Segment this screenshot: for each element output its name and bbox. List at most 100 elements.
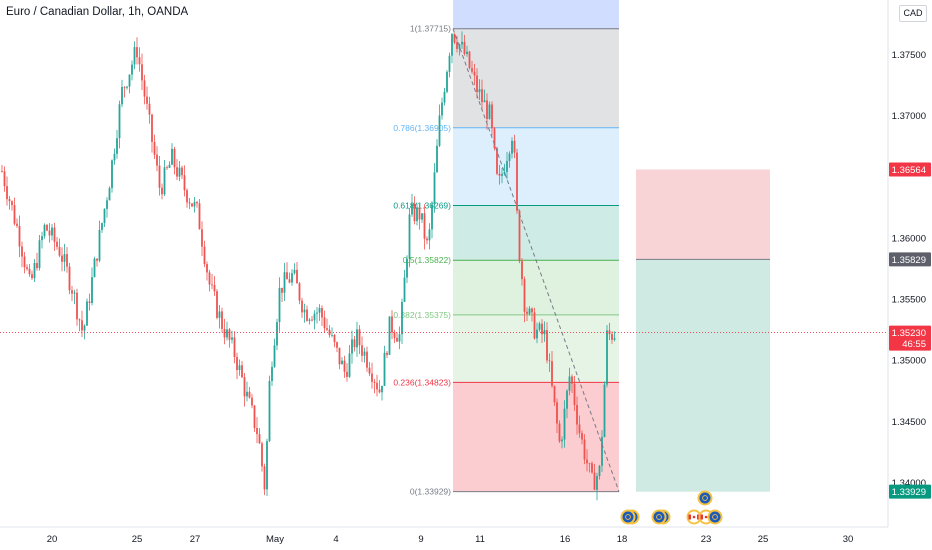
candle-body <box>601 436 603 466</box>
candle-body <box>581 433 583 440</box>
candle <box>208 269 211 292</box>
time-tick-label: 9 <box>418 534 423 545</box>
candle <box>106 197 108 218</box>
currency-label[interactable]: CAD <box>899 5 927 22</box>
candle <box>41 231 43 249</box>
candle <box>158 155 161 196</box>
candle <box>156 146 158 172</box>
time-tick-label: 11 <box>475 534 485 545</box>
stop-loss-zone <box>636 169 770 260</box>
candle-body <box>266 441 268 490</box>
candle-body <box>3 171 6 187</box>
candle-body <box>248 391 251 398</box>
candle <box>548 353 551 372</box>
candle-body <box>93 258 96 278</box>
candle <box>61 247 63 272</box>
chart-title: Euro / Canadian Dollar, 1h, OANDA <box>6 6 189 18</box>
candle-body <box>61 255 63 262</box>
candle <box>73 289 76 305</box>
candle-body <box>503 171 506 174</box>
candle <box>276 318 278 351</box>
candle <box>183 165 186 197</box>
candle <box>253 404 256 432</box>
event-icon-stars <box>656 514 662 520</box>
candle-body <box>313 313 316 321</box>
candle-body <box>141 64 143 81</box>
candle <box>113 148 116 165</box>
current-price-badge: 1.35230 <box>892 328 926 339</box>
candle <box>28 263 31 277</box>
target-price-badge-bg <box>889 484 931 499</box>
candle <box>148 96 151 124</box>
candle <box>281 287 283 303</box>
entry-price-badge-bg <box>889 252 931 267</box>
candle-body <box>598 465 601 476</box>
event-icon[interactable] <box>707 509 723 525</box>
candle <box>378 380 381 394</box>
candle-body <box>81 320 83 331</box>
candle-body <box>556 402 558 424</box>
candle-body <box>176 167 178 177</box>
candle <box>288 272 291 284</box>
candle-body <box>573 383 576 406</box>
candle-body <box>588 463 591 465</box>
event-icon[interactable] <box>697 490 713 506</box>
event-icon[interactable] <box>620 509 636 525</box>
candle-body <box>158 165 161 188</box>
time-tick-label: 27 <box>190 534 201 545</box>
candle-body <box>511 140 513 154</box>
candle <box>121 79 123 108</box>
candle <box>283 262 286 302</box>
candle <box>388 316 391 356</box>
candle-body <box>198 203 201 230</box>
candle <box>278 277 281 332</box>
candle <box>351 330 353 364</box>
candle-body <box>561 439 563 442</box>
candle-body <box>526 311 528 314</box>
price-tick-label: 1.34500 <box>892 417 926 428</box>
candle <box>308 318 311 325</box>
fib-trend-line <box>452 28 620 492</box>
candle-body <box>221 311 223 329</box>
candle <box>133 41 136 70</box>
fib-zone-0.236 <box>453 382 619 492</box>
candle-body <box>178 167 181 177</box>
candle-body <box>311 319 313 321</box>
event-icon-flag-leaf <box>692 515 696 519</box>
candle <box>21 241 23 268</box>
candle-body <box>471 68 473 72</box>
candle-body <box>243 377 246 397</box>
candle <box>356 321 358 357</box>
candle-body <box>46 224 48 231</box>
price-axis: 1.37500 1.37000 1.36000 1.35500 1.35000 1.345… <box>887 0 931 527</box>
candle <box>458 43 461 56</box>
candle-body <box>268 381 271 442</box>
candle <box>401 298 403 344</box>
candle <box>606 324 608 388</box>
candle-body <box>566 390 568 409</box>
candle <box>433 163 436 213</box>
flag-event-icon[interactable] <box>686 509 702 525</box>
event-icon-stars <box>702 495 708 501</box>
candle <box>296 262 298 284</box>
fib-label-1: 1(1.37715) <box>410 24 451 34</box>
candle-body <box>433 172 436 205</box>
candle-body <box>493 128 496 149</box>
event-icon[interactable] <box>651 509 667 525</box>
candle <box>576 396 578 435</box>
candle-body <box>346 371 348 377</box>
candle <box>311 316 313 322</box>
candle <box>513 134 516 159</box>
take-profit-zone <box>636 259 770 492</box>
candle <box>318 304 321 321</box>
candle-body <box>56 241 58 247</box>
candle <box>338 347 341 370</box>
candle-body <box>173 148 176 168</box>
candle <box>428 223 431 250</box>
candle <box>386 350 388 359</box>
event-icon-fill <box>622 511 634 523</box>
candle-body <box>421 213 423 220</box>
candle <box>8 196 11 210</box>
candle <box>393 329 396 344</box>
